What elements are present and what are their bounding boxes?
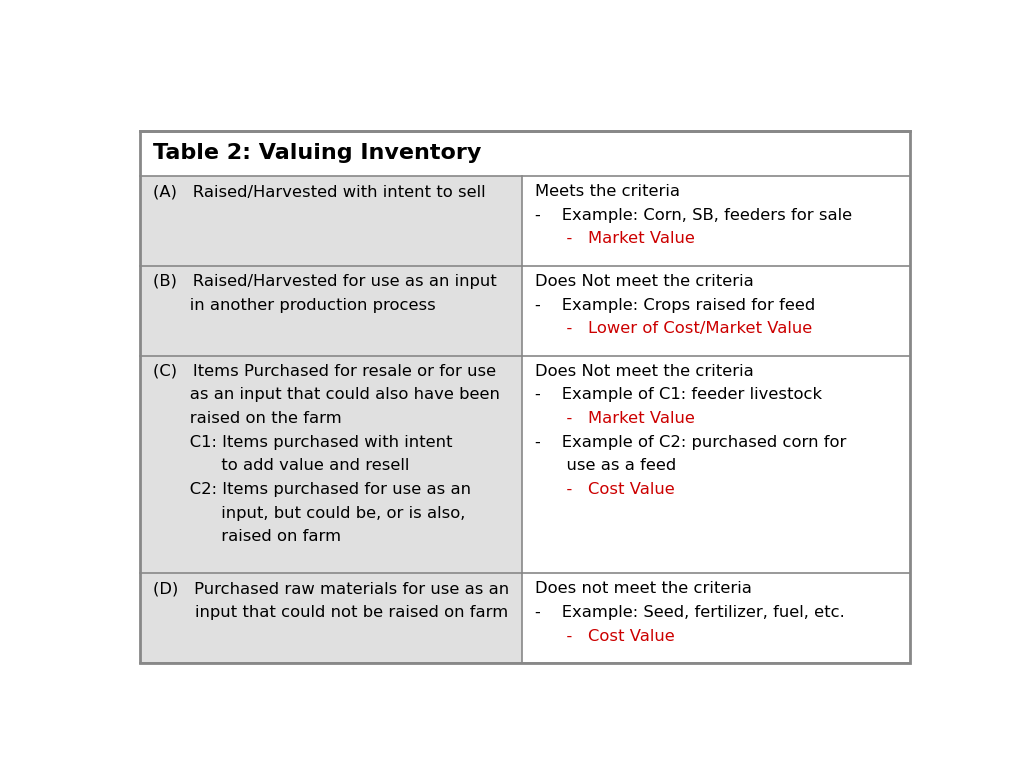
Text: -    Example: Corn, SB, feeders for sale: - Example: Corn, SB, feeders for sale (536, 208, 852, 223)
Text: raised on the farm: raised on the farm (153, 411, 341, 426)
Text: -    Example: Crops raised for feed: - Example: Crops raised for feed (536, 298, 815, 313)
Text: input, but could be, or is also,: input, but could be, or is also, (153, 506, 465, 521)
Text: input that could not be raised on farm: input that could not be raised on farm (153, 605, 508, 620)
Bar (522, 266, 909, 356)
Text: raised on farm: raised on farm (153, 529, 341, 545)
Text: Does Not meet the criteria: Does Not meet the criteria (536, 364, 754, 379)
Text: C2: Items purchased for use as an: C2: Items purchased for use as an (153, 482, 471, 497)
Text: to add value and resell: to add value and resell (153, 458, 409, 473)
Text: -   Market Value: - Market Value (536, 231, 695, 247)
Bar (522, 356, 909, 573)
Text: as an input that could also have been: as an input that could also have been (153, 388, 500, 402)
Text: use as a feed: use as a feed (536, 458, 677, 473)
Text: -    Example: Seed, fertilizer, fuel, etc.: - Example: Seed, fertilizer, fuel, etc. (536, 605, 845, 620)
Text: Meets the criteria: Meets the criteria (536, 184, 680, 199)
Text: -   Market Value: - Market Value (536, 411, 695, 426)
Text: (C)   Items Purchased for resale or for use: (C) Items Purchased for resale or for us… (153, 364, 496, 379)
Text: Table 2: Valuing Inventory: Table 2: Valuing Inventory (153, 143, 481, 164)
Text: (A)   Raised/Harvested with intent to sell: (A) Raised/Harvested with intent to sell (153, 184, 485, 199)
Bar (140, 131, 909, 176)
Text: -   Cost Value: - Cost Value (536, 628, 675, 644)
Bar (140, 356, 522, 573)
Text: in another production process: in another production process (153, 298, 435, 313)
Bar (140, 266, 522, 356)
Text: Does Not meet the criteria: Does Not meet the criteria (536, 274, 754, 289)
Text: (B)   Raised/Harvested for use as an input: (B) Raised/Harvested for use as an input (153, 274, 497, 289)
Bar (522, 573, 909, 663)
Text: -    Example of C1: feeder livestock: - Example of C1: feeder livestock (536, 388, 822, 402)
Text: (D)   Purchased raw materials for use as an: (D) Purchased raw materials for use as a… (153, 581, 509, 596)
Text: -   Lower of Cost/Market Value: - Lower of Cost/Market Value (536, 321, 812, 336)
Text: -    Example of C2: purchased corn for: - Example of C2: purchased corn for (536, 435, 847, 450)
Bar (140, 573, 522, 663)
Text: C1: Items purchased with intent: C1: Items purchased with intent (153, 435, 453, 450)
Text: -   Cost Value: - Cost Value (536, 482, 675, 497)
Bar (522, 176, 909, 266)
Text: Does not meet the criteria: Does not meet the criteria (536, 581, 752, 596)
Bar (140, 176, 522, 266)
